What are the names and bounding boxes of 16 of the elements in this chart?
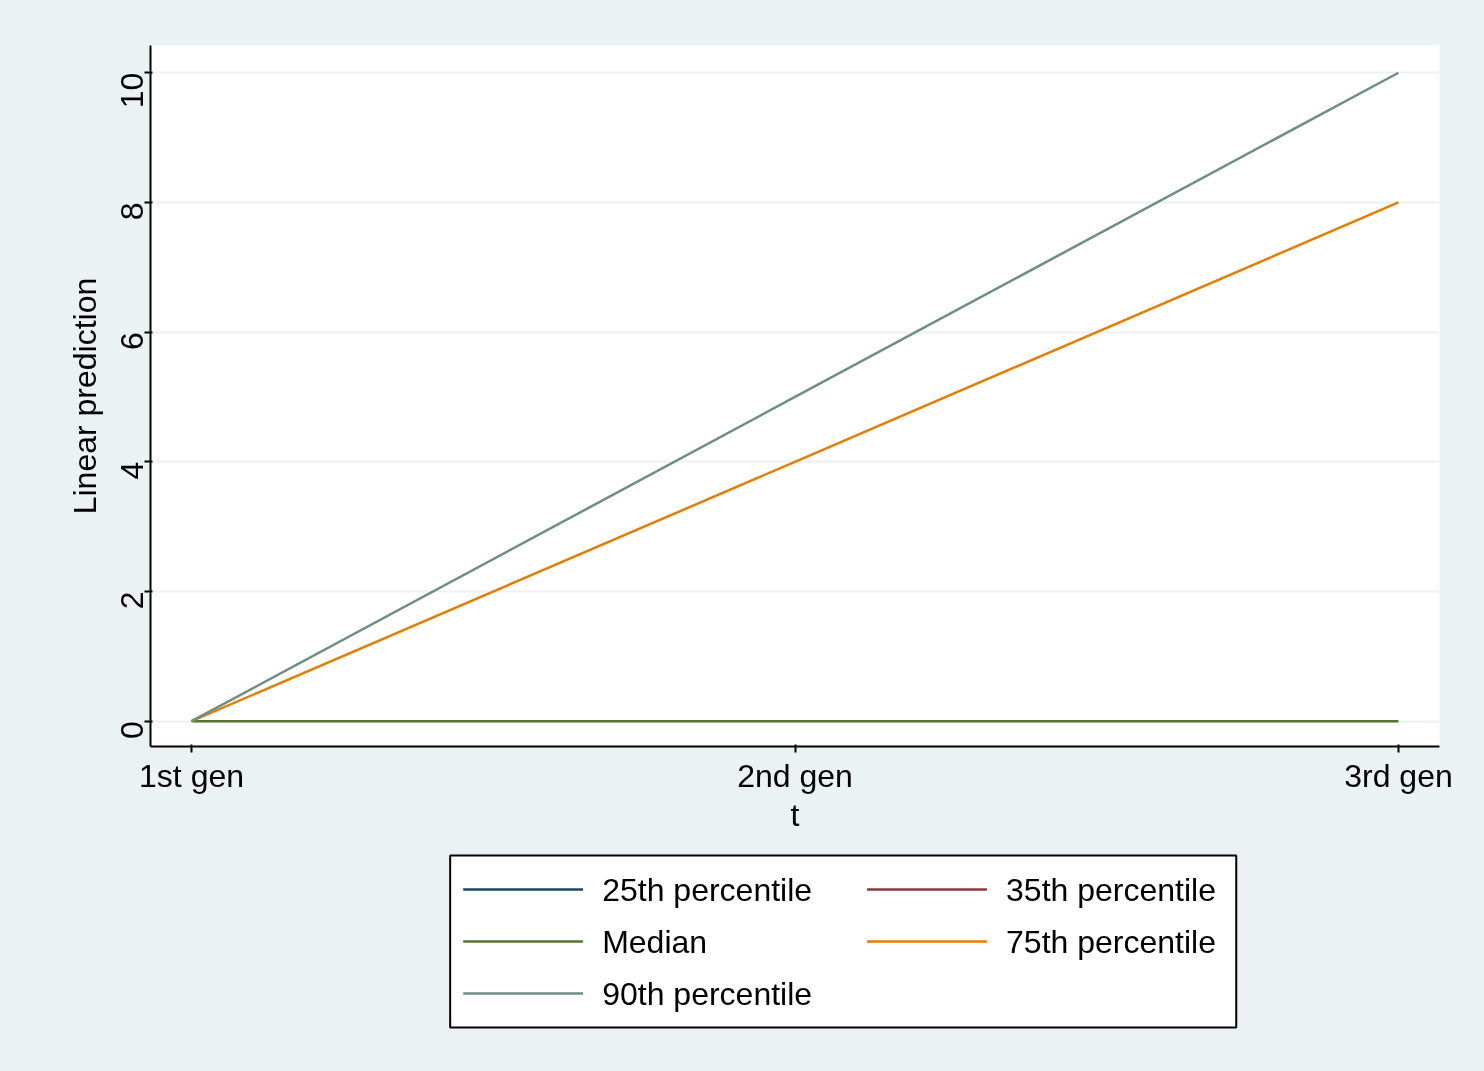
y-tick-label: 0 (114, 721, 151, 740)
x-tick-label: 3rd gen (1344, 757, 1453, 794)
legend-label: 75th percentile (1006, 923, 1216, 960)
y-tick-label: 6 (114, 332, 151, 350)
legend-label: Median (602, 923, 708, 960)
y-tick-label: 8 (114, 202, 151, 221)
y-tick-label: 4 (114, 461, 151, 480)
y-tick-label: 2 (114, 591, 151, 610)
x-tick-label: 2nd gen (737, 757, 853, 794)
y-axis-title: Linear prediction (66, 277, 103, 515)
legend-label: 90th percentile (602, 975, 813, 1012)
y-tick-label: 10 (114, 72, 151, 109)
x-tick-label: 1st gen (139, 757, 245, 794)
legend-label: 35th percentile (1006, 871, 1216, 908)
legend-label: 25th percentile (602, 871, 813, 908)
x-axis-title: t (790, 796, 800, 833)
